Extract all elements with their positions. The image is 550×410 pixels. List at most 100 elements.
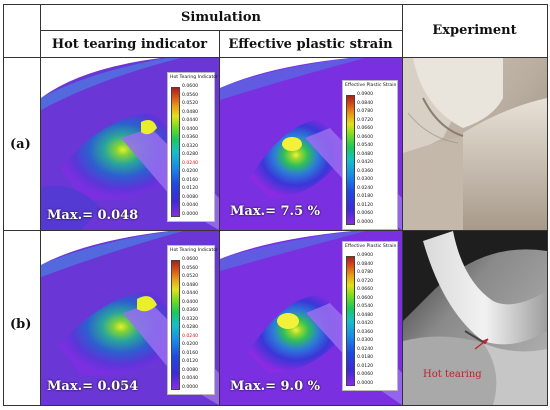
legend-tick-label: 0.0540 [357, 143, 374, 149]
legend-tick-label: 0.0780 [357, 270, 374, 276]
legend-tick-label: 0.0080 [182, 194, 199, 200]
legend-tick-label: 0.0480 [182, 282, 199, 288]
tick-list: 0.0600 0.0560 0.0520 0.0480 0.0440 0.0400 0.03… [182, 84, 212, 218]
legend-tick-label: 0.0320 [182, 143, 199, 149]
legend-tick-label: 0.0180 [357, 194, 374, 200]
legend-tick-label: 0.0560 [182, 265, 199, 271]
legend-tick-label: 0.0780 [357, 109, 374, 115]
legend-tick-label: 0.0900 [357, 253, 374, 258]
legend-tick-label: 0.0560 [182, 92, 199, 98]
experiment-header: Experiment [432, 23, 517, 38]
legend-tick-label: 0.0040 [182, 203, 199, 209]
legend-tick-label: 0.0040 [182, 376, 199, 382]
legend-tick-label: 0.0440 [182, 291, 199, 297]
legend-tick-label: 0.0120 [182, 186, 199, 192]
casting-photo-a [403, 58, 547, 230]
legend-tick-label: 0.0360 [357, 329, 374, 335]
legend-tick-label: 0.0120 [182, 359, 199, 365]
sim-column-divider [219, 30, 220, 406]
legend-tick-label: 0.0080 [182, 367, 199, 373]
legend-tick-label: 0.0300 [357, 338, 374, 344]
color-bar [346, 95, 355, 225]
hot-tearing-column-header: Hot tearing indicator [51, 37, 208, 52]
legend-tick-label: 0.0720 [357, 117, 374, 123]
legend-tick-label: 0.0360 [182, 308, 199, 314]
legend-tick-label: 0.0480 [357, 312, 374, 318]
legend-tick-label: 0.0660 [357, 287, 374, 293]
legend-tick-label: 0.0520 [182, 101, 199, 107]
legend-tick-label: 0.0200 [182, 342, 199, 348]
legend-title: Hot Tearing Indicator [170, 248, 218, 253]
simulation-header: Simulation [181, 10, 261, 25]
legend-tick-label: 0.0000 [357, 381, 374, 386]
legend-tick-label: 0.0540 [357, 304, 374, 310]
experiment-photo-b: Hot tearing [403, 231, 547, 405]
legend-tick-label: 0.0060 [357, 211, 374, 217]
legend-tick-label: 0.0160 [182, 350, 199, 356]
plastic-strain-legend: Effective Plastic Strain 0.0900 0.0840 0.0… [342, 241, 398, 391]
row-divider [3, 230, 547, 231]
legend-tick-label: 0.0240 [182, 160, 199, 166]
legend-tick-label: 0.0840 [357, 100, 374, 106]
legend-tick-label: 0.0480 [182, 109, 199, 115]
legend-tick-label: 0.0440 [182, 118, 199, 124]
legend-tick-label: 0.0120 [357, 363, 374, 369]
legend-tick-label: 0.0600 [182, 84, 199, 89]
table-top-border [3, 4, 547, 5]
sim-panel-b-hot-tearing: Hot Tearing Indicator 0.0600 0.0560 0.0520… [41, 231, 219, 405]
sim-panel-a-hot-tearing: Hot Tearing Indicator 0.0600 0.0560 0.0520… [41, 58, 219, 230]
row-label-a: (a) [10, 137, 31, 152]
legend-tick-label: 0.0240 [357, 346, 374, 352]
tick-list: 0.0900 0.0840 0.0780 0.0720 0.0660 0.0600 0.05… [357, 92, 395, 226]
legend-tick-label: 0.0520 [182, 274, 199, 280]
legend-tick-label: 0.0320 [182, 316, 199, 322]
header-divider [40, 30, 402, 31]
hot-tearing-legend: Hot Tearing Indicator 0.0600 0.0560 0.0520… [167, 72, 218, 222]
tick-list: 0.0900 0.0840 0.0780 0.0720 0.0660 0.0600 0.05… [357, 253, 395, 387]
legend-tick-label: 0.0480 [357, 151, 374, 157]
legend-tick-label: 0.0720 [357, 278, 374, 284]
legend-tick-label: 0.0000 [182, 385, 199, 390]
legend-tick-label: 0.0600 [357, 134, 374, 140]
color-bar [346, 256, 355, 386]
plastic-strain-column-header: Effective plastic strain [228, 37, 393, 52]
tick-list: 0.0600 0.0560 0.0520 0.0480 0.0440 0.0400 0.03… [182, 257, 212, 391]
legend-tick-label: 0.0360 [357, 168, 374, 174]
legend-tick-label: 0.0600 [182, 257, 199, 262]
max-value-label: Max.= 7.5 % [230, 204, 321, 219]
table-left-border [3, 4, 4, 406]
legend-tick-label: 0.0240 [357, 185, 374, 191]
experiment-photo-a [403, 58, 547, 230]
legend-tick-label: 0.0360 [182, 135, 199, 141]
legend-tick-label: 0.0060 [357, 372, 374, 378]
legend-tick-label: 0.0280 [182, 325, 199, 331]
legend-tick-label: 0.0300 [357, 177, 374, 183]
legend-tick-label: 0.0280 [182, 152, 199, 158]
legend-tick-label: 0.0900 [357, 92, 374, 97]
table-right-border [547, 4, 548, 406]
legend-tick-label: 0.0120 [357, 202, 374, 208]
color-bar [171, 87, 180, 217]
legend-tick-label: 0.0400 [182, 126, 199, 132]
hot-tearing-legend: Hot Tearing Indicator 0.0600 0.0560 0.0520… [167, 245, 218, 395]
hot-tearing-annotation: Hot tearing [423, 369, 482, 380]
experiment-column-divider [402, 4, 403, 406]
legend-tick-label: 0.0420 [357, 160, 374, 166]
legend-title: Effective Plastic Strain [345, 83, 397, 88]
label-column-divider [40, 4, 41, 406]
legend-title: Effective Plastic Strain [345, 244, 397, 249]
color-bar [171, 260, 180, 390]
legend-tick-label: 0.0840 [357, 261, 374, 267]
sim-panel-a-plastic-strain: Effective Plastic Strain 0.0900 0.0840 0.0… [220, 58, 402, 230]
legend-tick-label: 0.0180 [357, 355, 374, 361]
legend-tick-label: 0.0660 [357, 126, 374, 132]
sim-panel-b-plastic-strain: Effective Plastic Strain 0.0900 0.0840 0.0… [220, 231, 402, 405]
table-bottom-border [3, 405, 547, 406]
legend-tick-label: 0.0160 [182, 177, 199, 183]
plastic-strain-legend: Effective Plastic Strain 0.0900 0.0840 0.0… [342, 80, 398, 230]
max-value-label: Max.= 0.048 [47, 208, 139, 223]
legend-tick-label: 0.0200 [182, 169, 199, 175]
legend-tick-label: 0.0000 [357, 220, 374, 225]
max-value-label: Max.= 9.0 % [230, 379, 321, 394]
